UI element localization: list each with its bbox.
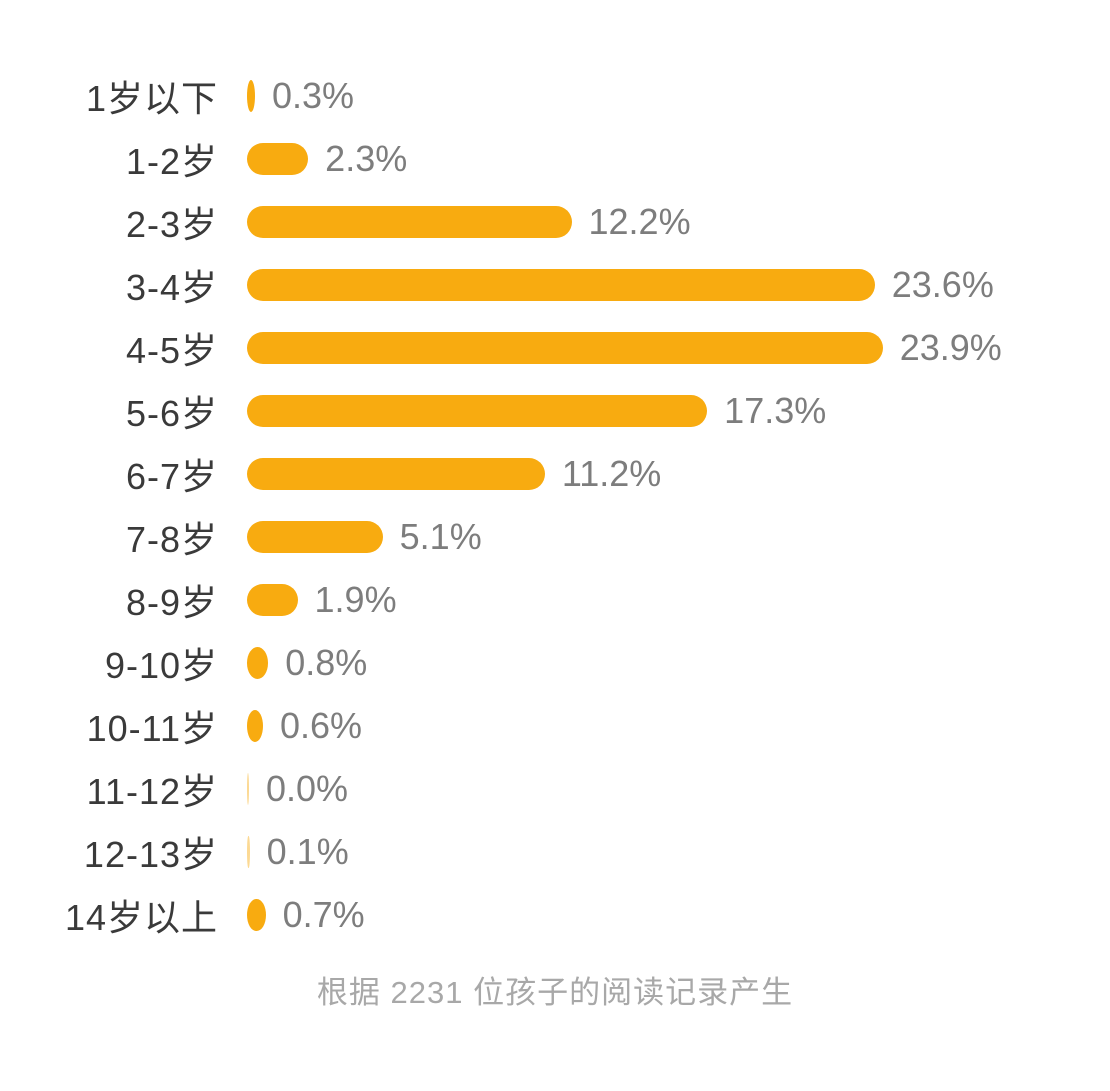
bar-area: 0.6% bbox=[247, 705, 1110, 747]
value-label: 0.1% bbox=[266, 830, 349, 872]
bar bbox=[247, 79, 255, 112]
bar bbox=[247, 457, 545, 490]
bar bbox=[247, 772, 249, 805]
chart-row: 7-8岁 5.1% bbox=[0, 505, 1110, 568]
category-label: 7-8岁 bbox=[125, 518, 218, 560]
category-label: 10-11岁 bbox=[86, 707, 218, 749]
category-label: 1岁以下 bbox=[85, 77, 218, 119]
bar bbox=[247, 583, 298, 616]
category-label: 5-6岁 bbox=[125, 392, 218, 434]
bar-area: 0.0% bbox=[247, 768, 1110, 810]
value-label: 17.3% bbox=[724, 389, 827, 431]
bar bbox=[247, 835, 250, 868]
value-label: 1.9% bbox=[314, 578, 397, 620]
category-label: 3-4岁 bbox=[125, 266, 218, 308]
value-label: 0.6% bbox=[279, 704, 363, 746]
bar-area: 17.3% bbox=[247, 390, 1110, 432]
value-label: 23.9% bbox=[899, 326, 1002, 368]
bar bbox=[247, 331, 883, 364]
chart-footnote: 根据 2231 位孩子的阅读记录产生 bbox=[316, 975, 794, 1010]
value-label: 12.2% bbox=[588, 200, 691, 242]
category-label: 6-7岁 bbox=[125, 455, 218, 497]
category-label: 1-2岁 bbox=[125, 140, 218, 182]
category-label: 4-5岁 bbox=[125, 329, 218, 371]
bar-area: 23.6% bbox=[247, 264, 1110, 306]
bar-area: 0.8% bbox=[247, 642, 1110, 684]
value-label: 0.0% bbox=[266, 767, 349, 809]
chart-row: 5-6岁 17.3% bbox=[0, 379, 1110, 442]
bar bbox=[247, 268, 875, 301]
value-label: 11.2% bbox=[561, 452, 662, 494]
category-label: 8-9岁 bbox=[125, 581, 218, 623]
bar-area: 0.7% bbox=[247, 894, 1110, 936]
chart-row: 8-9岁 1.9% bbox=[0, 568, 1110, 631]
chart-row: 6-7岁 11.2% bbox=[0, 442, 1110, 505]
value-label: 5.1% bbox=[399, 515, 482, 557]
bar-area: 11.2% bbox=[247, 453, 1110, 495]
bar-area: 1.9% bbox=[247, 579, 1110, 621]
chart-row: 14岁以上 0.7% bbox=[0, 883, 1110, 946]
bar bbox=[247, 709, 263, 742]
chart-row: 11-12岁 0.0% bbox=[0, 757, 1110, 820]
category-label: 9-10岁 bbox=[104, 644, 218, 686]
bar bbox=[247, 646, 269, 679]
chart-row: 1岁以下 0.3% bbox=[0, 64, 1110, 127]
chart-row: 4-5岁 23.9% bbox=[0, 316, 1110, 379]
chart-row: 2-3岁 12.2% bbox=[0, 190, 1110, 253]
bar bbox=[247, 142, 309, 175]
bar-area: 0.3% bbox=[247, 75, 1110, 117]
chart-row: 12-13岁 0.1% bbox=[0, 820, 1110, 883]
bar bbox=[247, 898, 266, 931]
bar-area: 0.1% bbox=[247, 831, 1110, 873]
value-label: 2.3% bbox=[325, 137, 408, 179]
value-label: 0.7% bbox=[282, 893, 365, 935]
chart-row: 1-2岁 2.3% bbox=[0, 127, 1110, 190]
value-label: 0.8% bbox=[285, 641, 368, 683]
bar bbox=[247, 205, 572, 238]
bar-area: 23.9% bbox=[247, 327, 1110, 369]
chart-row: 10-11岁 0.6% bbox=[0, 694, 1110, 757]
category-label: 2-3岁 bbox=[125, 203, 218, 245]
bar bbox=[247, 520, 383, 553]
bar-area: 5.1% bbox=[247, 516, 1110, 558]
bar-area: 2.3% bbox=[247, 138, 1110, 180]
chart-rows: 1岁以下 0.3% 1-2岁 2.3% 2-3岁 12.2% 3-4岁 23.6… bbox=[0, 64, 1110, 946]
value-label: 0.3% bbox=[271, 74, 355, 116]
category-label: 14岁以上 bbox=[64, 896, 218, 938]
category-label: 11-12岁 bbox=[86, 770, 218, 812]
bar bbox=[247, 394, 708, 427]
chart-row: 3-4岁 23.6% bbox=[0, 253, 1110, 316]
category-label: 12-13岁 bbox=[83, 833, 218, 875]
bar-area: 12.2% bbox=[247, 201, 1110, 243]
chart-row: 9-10岁 0.8% bbox=[0, 631, 1110, 694]
value-label: 23.6% bbox=[891, 263, 994, 305]
